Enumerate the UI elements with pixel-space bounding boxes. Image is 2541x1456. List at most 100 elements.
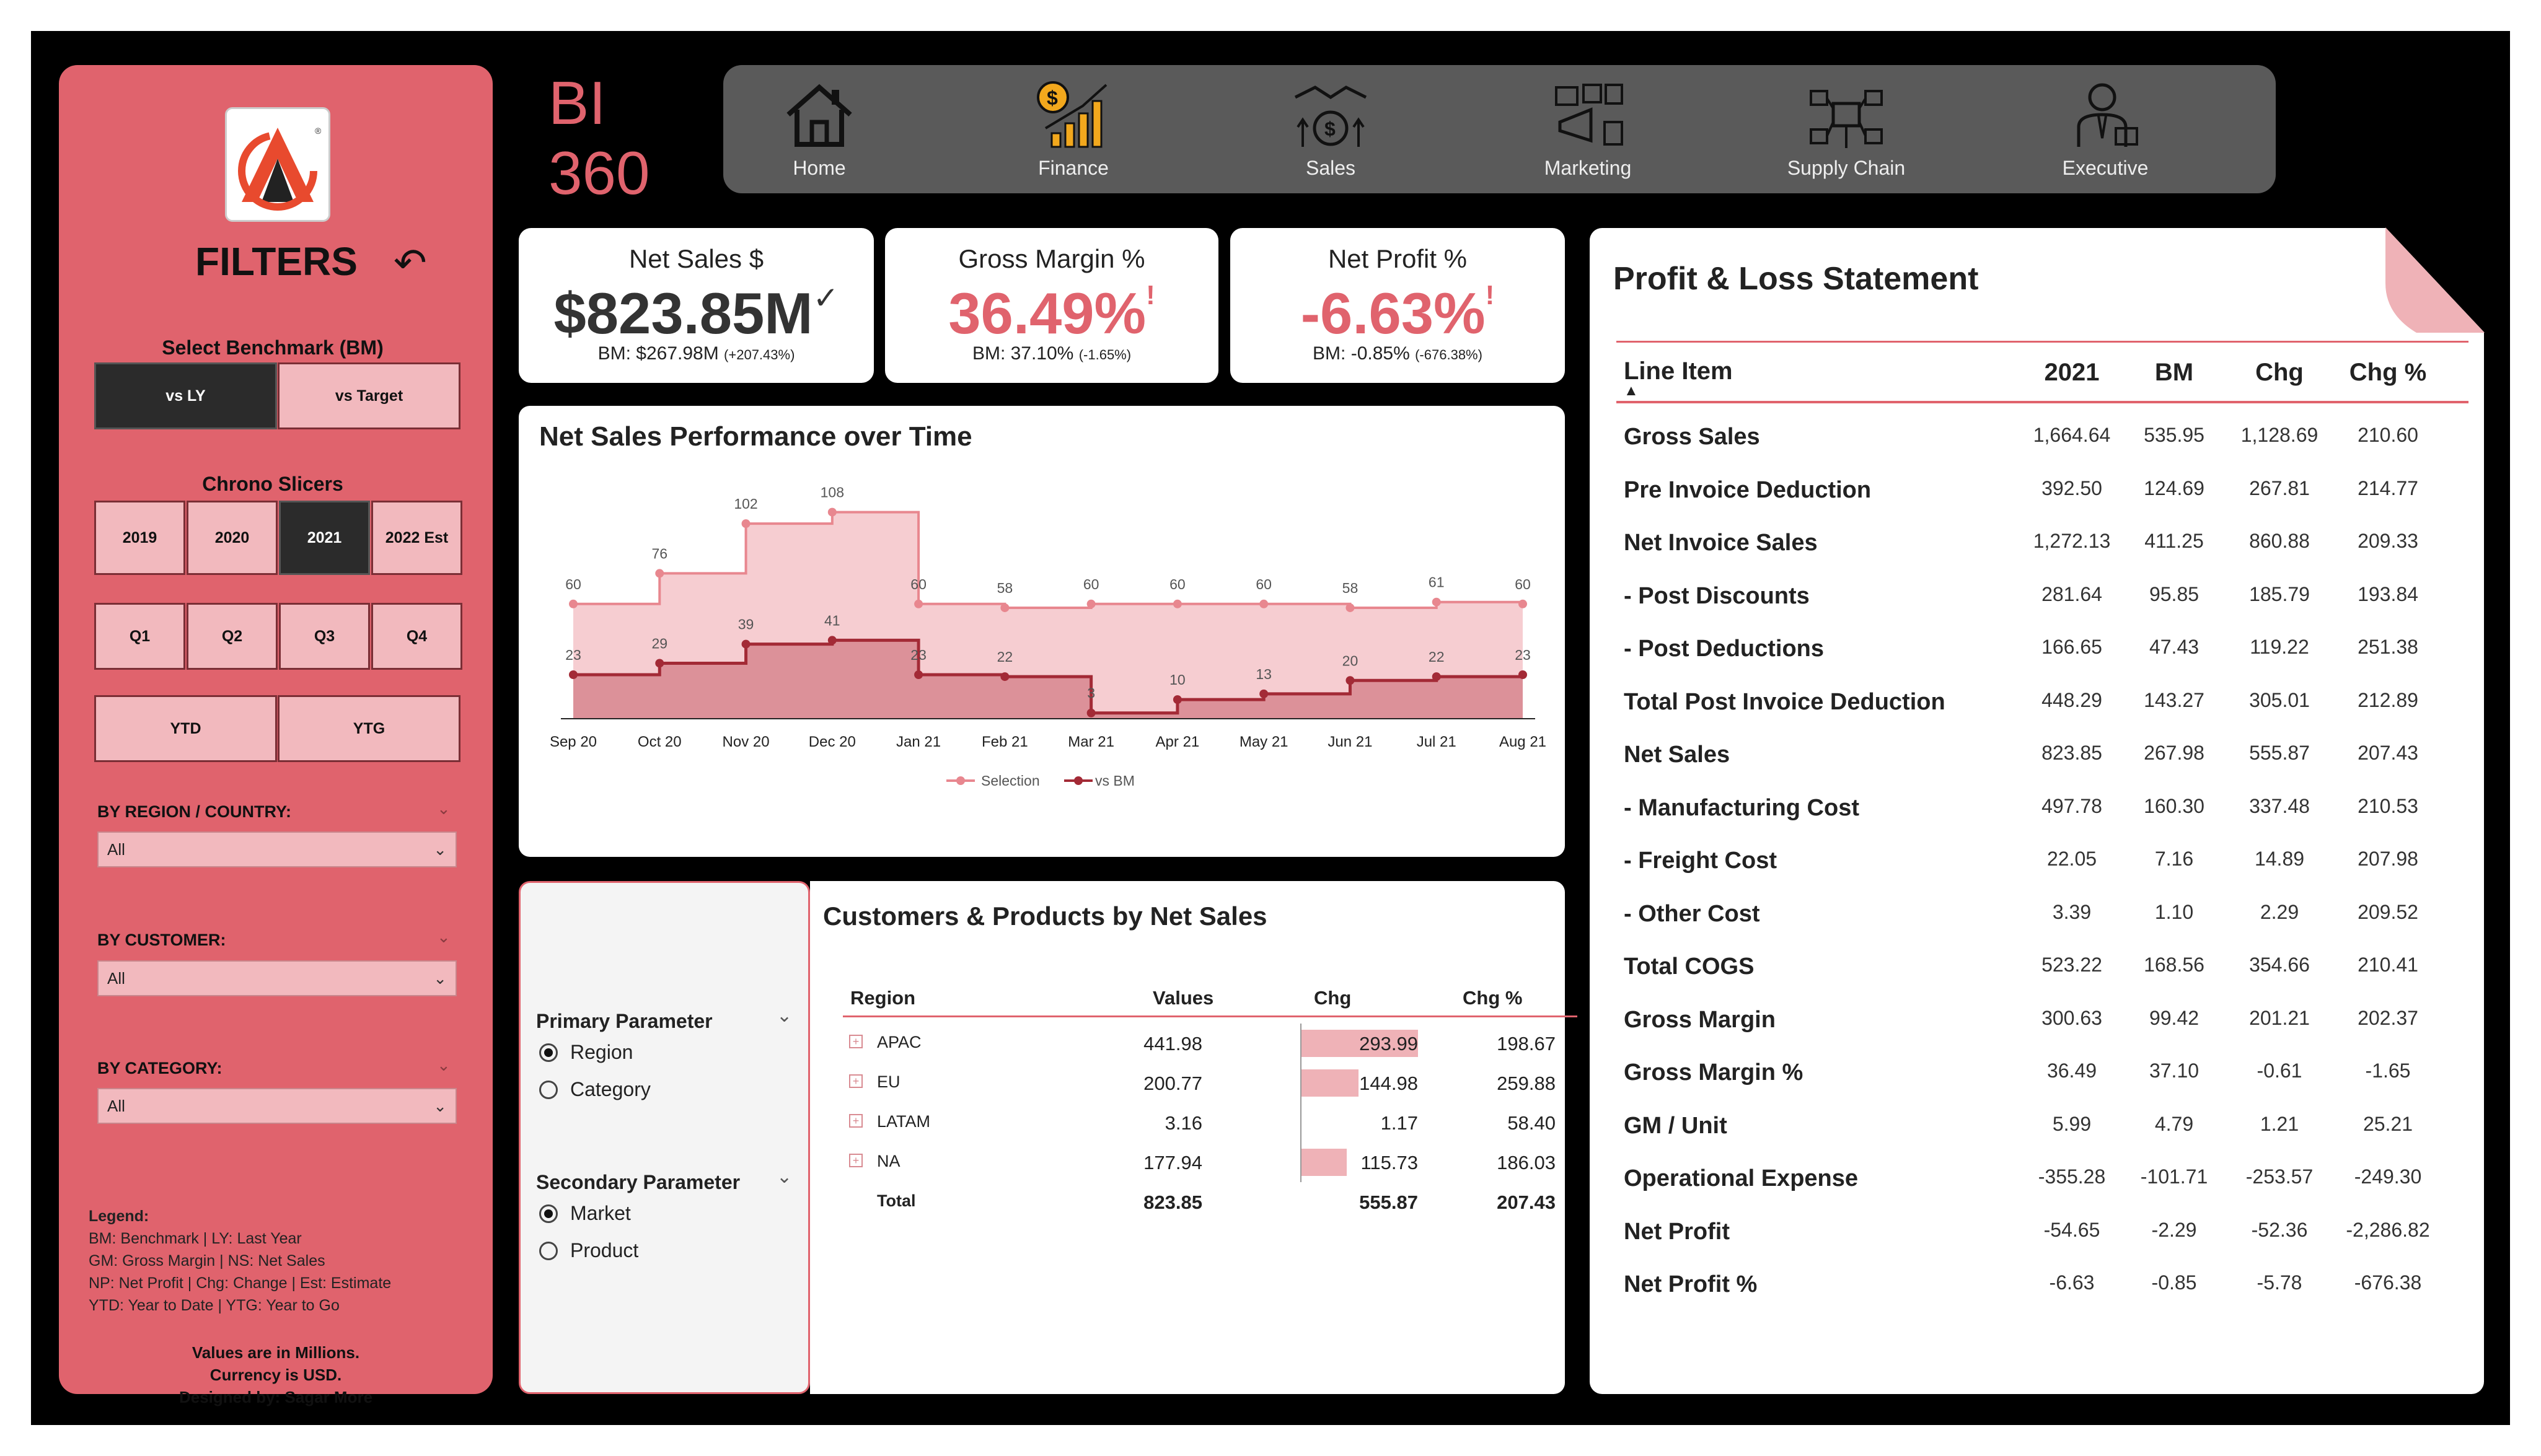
primary-option-category[interactable]: Category [539,1078,651,1101]
ytg-button[interactable]: YTG [278,695,460,762]
app-title-line2: 360 [548,139,650,207]
table-row: Net Profit % -6.63 -0.85 -5.78 -676.38 [1616,1256,2468,1310]
value-bm: 99.42 [2149,1006,2200,1029]
chg-cell: 144.98 [1359,1072,1418,1094]
region-dropdown[interactable]: All ⌄ [97,831,457,867]
data-point [741,519,751,528]
region-label: APAC [877,1033,922,1051]
value-chg: 119.22 [2250,636,2309,658]
value-bm: 95.85 [2149,582,2200,605]
col-header-values[interactable]: Values [1153,987,1214,1009]
quarter-q2-button[interactable]: Q2 [187,603,278,670]
value-chg-pct: 207.98 [2358,848,2418,870]
reset-filters-icon[interactable]: ↶ [394,240,427,285]
data-point [1173,695,1182,704]
chg-cell: 115.73 [1360,1152,1418,1173]
data-label: 23 [910,647,927,663]
table-row[interactable]: + LATAM 3.16 1.17 58.40 [843,1103,1577,1142]
value-chg: 185.79 [2249,582,2310,605]
chevron-down-icon[interactable]: ⌄ [777,1006,793,1026]
region-filter-label: BY REGION / COUNTRY: [97,802,292,821]
quarter-q3-button[interactable]: Q3 [279,603,370,670]
nav-finance[interactable]: $ Finance [1011,65,1135,193]
expand-icon[interactable]: + [849,1154,863,1167]
footer-line: Currency is USD. [209,1366,342,1384]
value-2021: 281.64 [2041,582,2102,605]
chevron-down-icon: ⌄ [433,1097,447,1115]
col-header-region[interactable]: Region [850,987,916,1009]
col-header-chg[interactable]: Chg [2255,359,2304,386]
col-header-2021[interactable]: 2021 [2044,359,2100,386]
values-cell: 3.16 [1165,1112,1202,1134]
table-row[interactable]: + NA 177.94 115.73 186.03 [843,1142,1577,1182]
data-point [1432,597,1441,607]
col-header-line-item[interactable]: Line Item [1624,357,1733,385]
quarter-q1-button[interactable]: Q1 [94,603,185,670]
nav-sales[interactable]: $ Sales [1269,65,1393,193]
col-header-chg[interactable]: Chg [1314,987,1352,1009]
year-2022-est-button[interactable]: 2022 Est [371,501,462,575]
kpi-value-text: -6.63% [1300,281,1486,346]
data-point [827,636,837,645]
chevron-down-icon[interactable]: ⌄ [437,928,451,946]
col-header-bm[interactable]: BM [2154,359,2194,386]
table-row[interactable]: + EU 200.77 144.98 259.88 [843,1063,1577,1103]
values-cell: 441.98 [1143,1033,1202,1055]
value-chg-pct: 207.43 [2358,742,2418,764]
value-chg: 267.81 [2249,476,2310,499]
table-row: Gross Margin 300.63 99.42 201.21 202.37 [1616,992,2468,1045]
expand-icon[interactable]: + [849,1074,863,1088]
value-2021: 36.49 [2046,1059,2097,1082]
line-item-label: Total COGS [1624,954,1755,980]
value-bm: 37.10 [2149,1059,2200,1082]
expand-icon[interactable]: + [849,1035,863,1048]
value-chg-pct: -1.65 [2365,1059,2411,1082]
values-cell: 200.77 [1143,1072,1202,1094]
chevron-down-icon[interactable]: ⌄ [437,1056,451,1074]
value-chg: 1,128.69 [2240,424,2319,446]
chevron-down-icon[interactable]: ⌄ [437,799,451,818]
radio-selected-icon [539,1204,558,1223]
customer-dropdown-value: All [107,968,125,988]
alert-icon: ! [1146,280,1155,310]
col-header-chg-pct[interactable]: Chg % [1463,987,1523,1009]
ytd-button[interactable]: YTD [94,695,277,762]
data-label: 60 [565,576,581,592]
nav-marketing[interactable]: Marketing [1526,65,1650,193]
year-2020-button[interactable]: 2020 [187,501,278,575]
benchmark-vs-ly-button[interactable]: vs LY [94,362,277,429]
year-2021-button[interactable]: 2021 [279,501,370,575]
table-row: - Other Cost 3.39 1.10 2.29 209.52 [1616,886,2468,939]
expand-icon[interactable]: + [849,1114,863,1128]
data-label: 29 [651,635,667,651]
data-point [569,670,578,679]
value-chg: 860.88 [2249,530,2310,552]
table-row[interactable]: + APAC 441.98 293.99 198.67 [843,1024,1577,1063]
quarter-q4-button[interactable]: Q4 [371,603,462,670]
line-item-label: Pre Invoice Deduction [1624,476,1872,503]
value-chg-pct: 212.89 [2358,688,2418,711]
sort-ascending-icon[interactable]: ▲ [1624,382,1639,399]
chevron-down-icon[interactable]: ⌄ [777,1167,793,1187]
nav-marketing-label: Marketing [1544,157,1632,179]
year-2019-button[interactable]: 2019 [94,501,185,575]
legend-marker-vs-bm [1074,776,1083,785]
customer-dropdown[interactable]: All ⌄ [97,960,457,996]
filters-sidebar: ® FILTERS ↶ Select Benchmark (BM) vs LY … [59,65,493,1406]
nav-executive[interactable]: Executive [2043,65,2167,193]
category-dropdown[interactable]: All ⌄ [97,1088,457,1124]
nav-home[interactable]: Home [757,65,881,193]
pnl-header: Line Item ▲ 2021 BM Chg Chg % [1616,350,2468,403]
value-bm: -2.29 [2151,1218,2197,1241]
secondary-option-product[interactable]: Product [539,1239,638,1262]
kpi-bm-text: BM: $267.98M [597,343,719,364]
kpi-net-sales-card: Net Sales $ $823.85M✓ BM: $267.98M (+207… [519,228,874,383]
table-row: Gross Sales 1,664.64 535.95 1,128.69 210.60 [1616,409,2468,462]
col-header-chg-pct[interactable]: Chg % [2349,359,2427,386]
region-label: LATAM [877,1112,931,1131]
nav-supply-chain[interactable]: Supply Chain [1784,65,1908,193]
benchmark-vs-target-button[interactable]: vs Target [278,362,460,429]
primary-option-region[interactable]: Region [539,1041,633,1064]
secondary-option-market[interactable]: Market [539,1202,631,1225]
legend-label-selection: Selection [981,773,1040,789]
